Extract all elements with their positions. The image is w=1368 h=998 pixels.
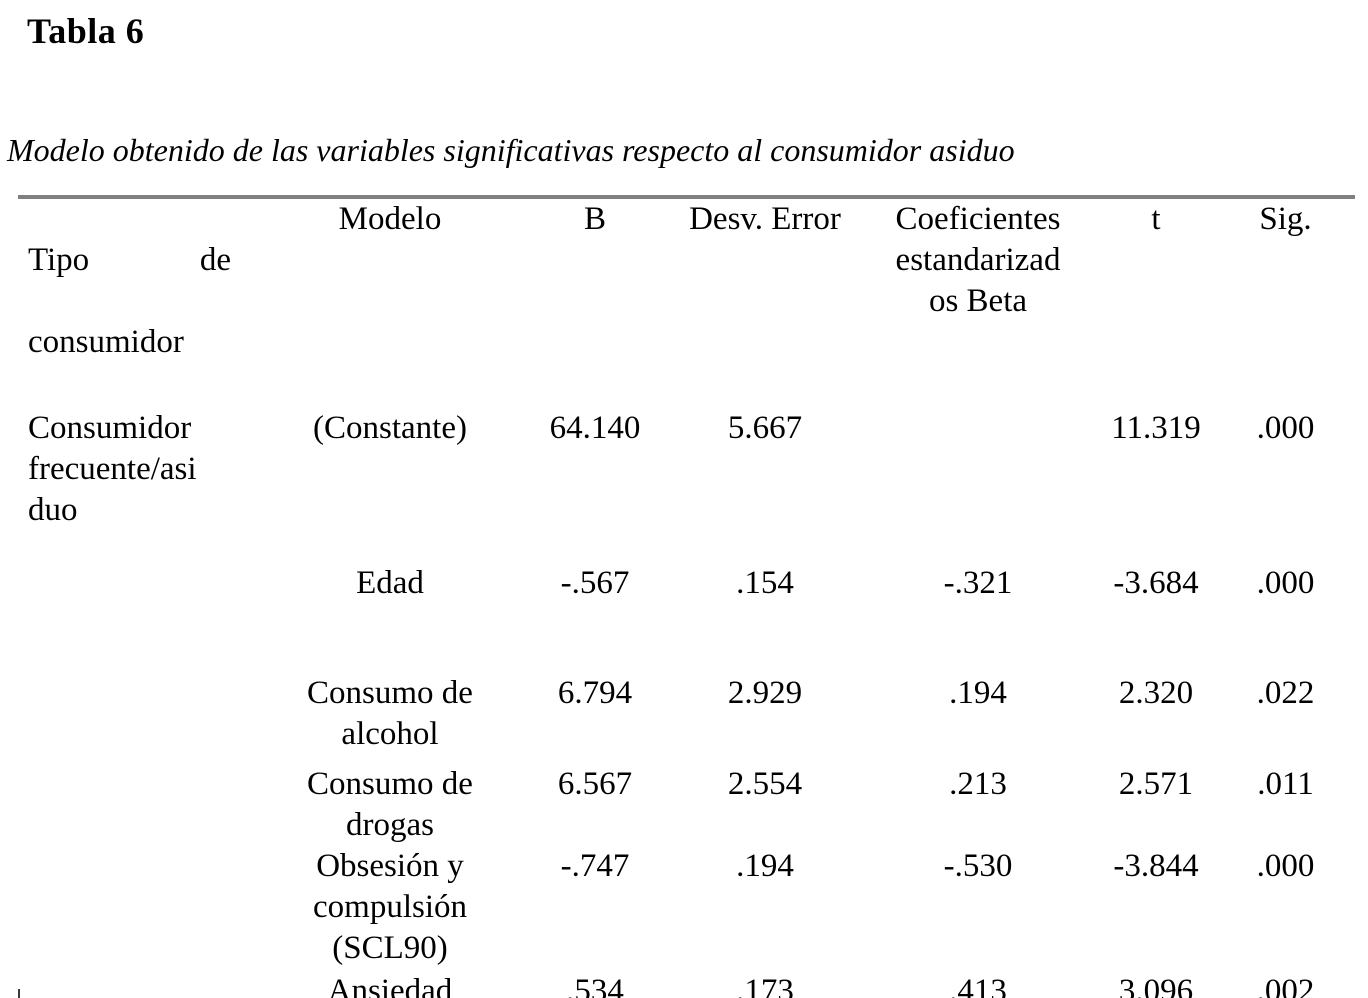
cell-b: 6.567 [557, 766, 633, 802]
cell-sig: .000 [1256, 410, 1315, 446]
cell-sig: .011 [1257, 766, 1314, 802]
cell-sig: .022 [1256, 675, 1315, 711]
cell-modelo: Ansiedad (SCL90) [327, 973, 453, 998]
header-tipo-de-consumidor: Tipo de consumidor [18, 197, 260, 404]
cell-tipo-consumidor [18, 553, 260, 667]
table-header-row: Tipo de consumidor Modelo B Desv. Error … [18, 197, 1355, 404]
cell-b: -.567 [560, 565, 630, 601]
table-row-consumo-drogas: Consumo de drogas 6.567 2.554 .213 2.571… [18, 761, 1355, 846]
cell-modelo: Edad [356, 565, 424, 601]
partial-textbox-border [18, 989, 20, 998]
table-row-constante: Consumidor frecuente/asi duo (Constante)… [18, 404, 1355, 553]
cell-beta [860, 404, 1096, 553]
cell-tipo-consumidor [18, 667, 260, 761]
header-tipo-de-line: Tipo de [28, 240, 231, 281]
header-word-tipo: Tipo [28, 242, 90, 278]
cell-b: .534 [566, 973, 624, 998]
header-b: B [583, 201, 606, 237]
table-row-ansiedad: Ansiedad (SCL90) .534 .173 .413 3.096 .0… [18, 969, 1355, 998]
cell-modelo: Consumo de alcohol [307, 675, 473, 752]
cell-sig: .002 [1256, 973, 1315, 998]
cell-sig: .000 [1256, 565, 1315, 601]
table-title: Tabla 6 [27, 11, 145, 51]
table-caption: Modelo obtenido de las variables signifi… [7, 132, 1015, 168]
cell-tipo-consumidor [18, 969, 260, 998]
header-sig: Sig. [1259, 201, 1312, 237]
cell-modelo: Consumo de drogas [307, 766, 473, 843]
cell-beta: .194 [949, 675, 1007, 711]
cell-tipo-consumidor [18, 846, 260, 969]
header-modelo: Modelo [338, 201, 442, 237]
cell-tipo-consumidor: Consumidor frecuente/asi duo [28, 410, 197, 528]
cell-t: 3.096 [1118, 973, 1194, 998]
cell-b: 6.794 [557, 675, 633, 711]
header-word-de: de [199, 242, 231, 278]
cell-desv-error: 2.554 [727, 766, 803, 802]
table-row-consumo-alcohol: Consumo de alcohol 6.794 2.929 .194 2.32… [18, 667, 1355, 761]
cell-t: -3.844 [1113, 848, 1199, 884]
header-desv-error: Desv. Error [689, 201, 841, 237]
cell-b: 64.140 [549, 410, 641, 446]
cell-desv-error: .194 [736, 848, 794, 884]
cell-t: -3.684 [1113, 565, 1199, 601]
cell-beta: -.530 [943, 848, 1013, 884]
cell-beta: .213 [949, 766, 1007, 802]
cell-t: 11.319 [1111, 410, 1201, 446]
table-row-edad: Edad -.567 .154 -.321 -3.684 .000 [18, 553, 1355, 667]
cell-desv-error: 5.667 [727, 410, 803, 446]
header-t: t [1151, 201, 1161, 237]
table-row-obsesion-compulsion: Obsesión y compulsión (SCL90) -.747 .194… [18, 846, 1355, 969]
cell-sig: .000 [1256, 848, 1315, 884]
cell-beta: -.321 [943, 565, 1013, 601]
cell-modelo: Obsesión y compulsión (SCL90) [313, 848, 467, 966]
regression-table: Tipo de consumidor Modelo B Desv. Error … [18, 195, 1355, 998]
cell-desv-error: 2.929 [727, 675, 803, 711]
cell-tipo-consumidor [18, 761, 260, 846]
cell-t: 2.320 [1118, 675, 1194, 711]
cell-b: -.747 [560, 848, 630, 884]
header-word-consumidor: consumidor [28, 324, 184, 360]
cell-t: 2.571 [1118, 766, 1194, 802]
header-coeficientes-beta: Coeficientes estandarizad os Beta [895, 201, 1061, 319]
cell-beta: .413 [949, 973, 1007, 998]
cell-desv-error: .154 [736, 565, 794, 601]
cell-desv-error: .173 [736, 973, 794, 998]
cell-modelo: (Constante) [313, 410, 467, 446]
